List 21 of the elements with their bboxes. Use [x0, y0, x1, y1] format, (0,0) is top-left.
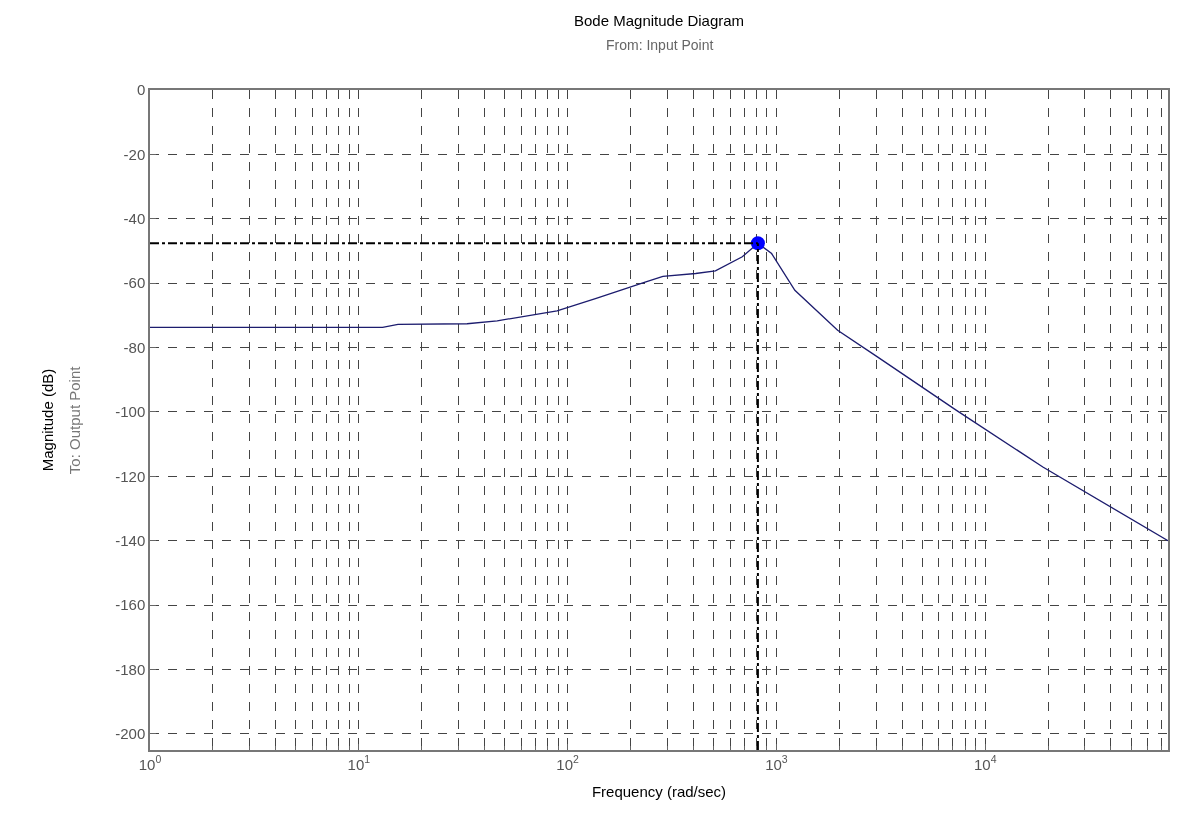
x-tick-label: 10$^{2}$	[556, 753, 580, 773]
y-tick-label: -40	[123, 210, 146, 228]
y-tick-label: 0	[136, 81, 146, 99]
y-tick-label: -100	[115, 403, 146, 421]
y-tick-label: -80	[123, 338, 146, 356]
y-tick-label: -20	[123, 145, 146, 163]
y-axis-title: Magnitude (dB)	[38, 368, 56, 472]
chart-subtitle: From: Input Point	[606, 37, 714, 53]
y-tick-label: -160	[115, 596, 146, 614]
x-tick-label: 10$^{4}$	[974, 753, 997, 773]
x-tick-label: 10$^{1}$	[347, 753, 371, 773]
y-tick-label: -180	[115, 660, 146, 678]
y-tick-label: -140	[115, 531, 146, 549]
chart-title: Bode Magnitude Diagram	[574, 12, 745, 29]
y-tick-label: -60	[123, 274, 146, 292]
text: To: Output Point	[66, 365, 84, 475]
x-axis-title: Frequency (rad/sec)	[591, 783, 727, 801]
y-tick-label: -120	[115, 467, 146, 485]
x-tick-label: 10$^{0}$	[138, 753, 162, 773]
y-tick-label: -200	[115, 725, 146, 743]
x-tick-label: 10$^{3}$	[765, 753, 788, 773]
